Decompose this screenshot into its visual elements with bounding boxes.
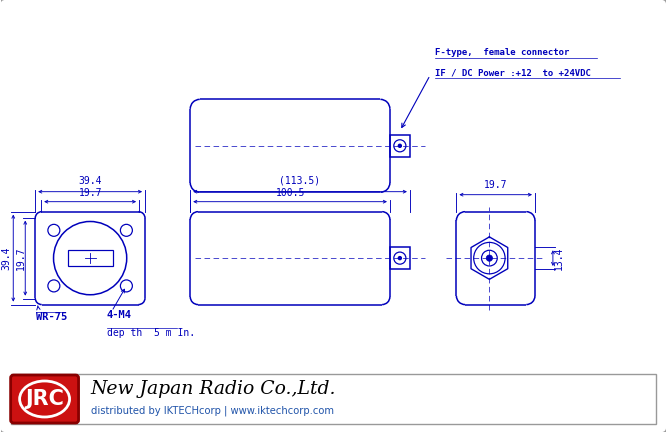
Bar	[390, 248, 410, 269]
Text: 39.4: 39.4	[1, 246, 11, 270]
Bar	[390, 135, 410, 157]
Text: F-type,  female connector: F-type, female connector	[435, 48, 569, 57]
Text: 100.5: 100.5	[275, 187, 305, 198]
Bar	[11, 374, 656, 424]
Text: 39.4: 39.4	[79, 176, 102, 186]
Text: WR-75: WR-75	[36, 311, 67, 321]
Bar	[67, 250, 113, 266]
Circle shape	[486, 255, 493, 261]
Text: 19.7: 19.7	[484, 180, 507, 190]
Text: dep th  5 m In.: dep th 5 m In.	[107, 327, 194, 337]
Text: (113.5): (113.5)	[280, 176, 320, 186]
Text: 19.7: 19.7	[79, 187, 102, 198]
Text: 4-M4: 4-M4	[107, 310, 132, 320]
Text: New Japan Radio Co.,Ltd.: New Japan Radio Co.,Ltd.	[91, 380, 336, 398]
Text: 13.4: 13.4	[554, 246, 564, 270]
Text: JRC: JRC	[25, 389, 64, 409]
Text: IF / DC Power :+12  to +24VDC: IF / DC Power :+12 to +24VDC	[435, 68, 591, 77]
Text: distributed by IKTECHcorp | www.iktechcorp.com: distributed by IKTECHcorp | www.iktechco…	[91, 406, 334, 416]
Circle shape	[398, 144, 402, 147]
Text: 19.7: 19.7	[16, 246, 26, 270]
Circle shape	[398, 257, 402, 260]
FancyBboxPatch shape	[11, 375, 79, 423]
